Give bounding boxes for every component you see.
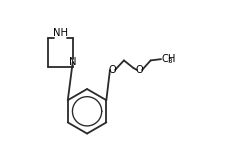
Text: 3: 3: [168, 58, 172, 64]
Text: NH: NH: [53, 28, 68, 38]
Text: O: O: [136, 65, 143, 75]
Text: CH: CH: [162, 54, 176, 64]
Text: N: N: [69, 57, 77, 67]
Text: O: O: [109, 65, 116, 75]
